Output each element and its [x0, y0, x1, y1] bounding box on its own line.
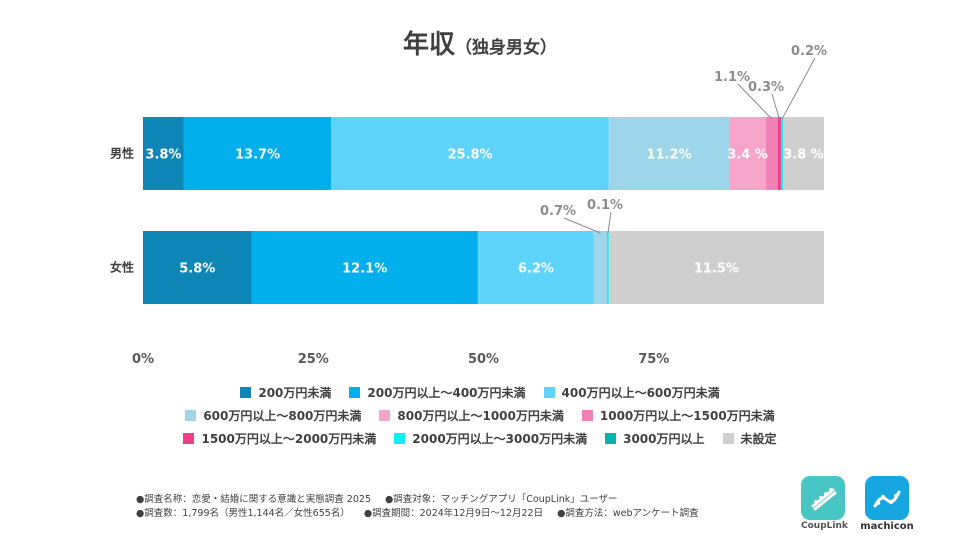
survey-name: ●調査名称：恋愛・結婚に関する意識と実態調査 2025 — [136, 494, 371, 505]
bar-segment — [608, 117, 730, 190]
bar-segment — [777, 117, 781, 190]
survey-notes-line-1: ●調査名称：恋愛・結婚に関する意識と実態調査 2025 ●調査対象：マッチングアプ… — [136, 493, 713, 507]
legend-row: 600万円以上～800万円未満 800万円以上～1000万円未満 1000万円以上～… — [0, 404, 960, 427]
legend-label: 600万円以上～800万円未満 — [203, 409, 362, 423]
bar-segment — [593, 231, 607, 304]
legend-swatch — [394, 433, 406, 444]
bar-segment — [143, 231, 252, 304]
bar-segment — [477, 231, 594, 304]
callout-label: 0.1% — [587, 198, 623, 213]
legend-swatch — [722, 433, 734, 444]
callout-label: 0.7% — [540, 204, 576, 219]
x-tick-label: 0% — [132, 352, 154, 367]
legend-label: 200万円以上～400万円未満 — [367, 386, 526, 400]
callout-label: 0.2% — [791, 44, 827, 59]
callout-label: 1.1% — [714, 70, 750, 85]
bar-segment — [183, 117, 332, 190]
bar-segment — [783, 117, 824, 190]
legend-row: 200万円未満 200万円以上～400万円未満 400万円以上～600万円未満 — [0, 381, 960, 404]
bar-segment — [608, 231, 824, 304]
legend-item: 1500万円以上～2000万円未満 — [183, 430, 376, 447]
x-tick-label: 75% — [638, 352, 669, 367]
legend-swatch — [379, 410, 391, 421]
legend-swatch — [185, 410, 197, 421]
callout-leader-line — [781, 57, 816, 120]
legend-label: 1000万円以上～1500万円未満 — [599, 409, 775, 423]
chart-title: 年収（独身男女） — [0, 24, 960, 61]
data-label: 13.7% — [235, 148, 280, 163]
legend-item: 600万円以上～800万円未満 — [185, 407, 361, 424]
legend-label: 1500万円以上～2000万円未満 — [201, 432, 377, 446]
chart-title-sub: （独身男女） — [455, 38, 557, 58]
callout-leader-line — [737, 83, 773, 120]
x-tick-label: 25% — [298, 352, 329, 367]
legend-swatch — [183, 433, 195, 444]
legend-swatch — [581, 410, 593, 421]
legend-item: 3000万円以上 — [605, 430, 705, 447]
legend-label: 800万円以上～1000万円未満 — [397, 409, 564, 423]
bar-segment — [331, 117, 609, 190]
bar-segment — [780, 117, 784, 190]
survey-notes: ●調査名称：恋愛・結婚に関する意識と実態調査 2025 ●調査対象：マッチングアプ… — [136, 493, 713, 521]
x-tick-label: 50% — [468, 352, 499, 367]
couplink-logo-text: CoupLink — [801, 521, 848, 531]
data-label: 3.8 % — [783, 148, 824, 163]
bar-segment — [251, 231, 478, 304]
legend-item: 800万円以上～1000万円未満 — [379, 407, 564, 424]
bar-segment — [606, 231, 609, 304]
bar-segment — [729, 117, 766, 190]
category-label: 女性 — [110, 260, 134, 275]
callout-leader-line — [771, 93, 780, 120]
legend-label: 400万円以上～600万円未満 — [561, 386, 720, 400]
legend-swatch — [240, 387, 252, 398]
data-label: 25.8% — [447, 148, 492, 163]
survey-period: ●調査期間：2024年12月9日～12月22日 — [363, 508, 544, 519]
legend-label: 200万円未満 — [258, 386, 332, 400]
legend-label: 3000万円以上 — [623, 432, 705, 446]
chart-title-main: 年収 — [402, 30, 455, 60]
data-label: 5.8% — [179, 262, 215, 277]
legend-item: 2000万円以上～3000万円未満 — [394, 430, 587, 447]
machicon-logo-text: machicon — [860, 521, 914, 532]
legend-label: 未設定 — [740, 432, 777, 446]
legend-item: 1000万円以上～1500万円未満 — [581, 407, 775, 424]
legend-swatch — [349, 387, 361, 398]
survey-target: ●調査対象：マッチングアプリ「CoupLink」ユーザー — [385, 494, 618, 505]
legend-label: 2000万円以上～3000万円未満 — [412, 432, 588, 446]
survey-notes-line-2: ●調査数：1,799名（男性1,144名／女性655名） ●調査期間：2024年1… — [136, 507, 713, 521]
bar-segment — [143, 117, 184, 190]
couplink-logo-icon — [801, 476, 845, 520]
survey-count: ●調査数：1,799名（男性1,144名／女性655名） — [136, 508, 350, 519]
legend-item: 未設定 — [722, 430, 777, 447]
data-label: 6.2% — [518, 262, 554, 277]
chart-legend: 200万円未満 200万円以上～400万円未満 400万円以上～600万円未満 600… — [0, 381, 960, 450]
data-label: 12.1% — [342, 262, 387, 277]
legend-swatch — [543, 387, 555, 398]
data-label: 11.2% — [647, 148, 692, 163]
callout-leader-line — [563, 217, 601, 234]
callout-leader-line — [607, 211, 612, 234]
machicon-logo-icon — [865, 476, 909, 520]
category-label: 男性 — [110, 146, 134, 161]
survey-method: ●調査方法：webアンケート調査 — [557, 508, 699, 519]
bar-segment — [765, 117, 778, 190]
data-label: 3.8% — [145, 148, 181, 163]
legend-item: 200万円以上～400万円未満 — [349, 384, 526, 401]
legend-row: 1500万円以上～2000万円未満 2000万円以上～3000万円未満 3000万円… — [0, 427, 960, 450]
callout-label: 0.3% — [748, 80, 784, 95]
legend-item: 400万円以上～600万円未満 — [543, 384, 720, 401]
legend-swatch — [605, 433, 617, 444]
data-label: 11.5% — [694, 262, 739, 277]
legend-item: 200万円未満 — [240, 384, 331, 401]
data-label: 3.4 % — [727, 148, 768, 163]
